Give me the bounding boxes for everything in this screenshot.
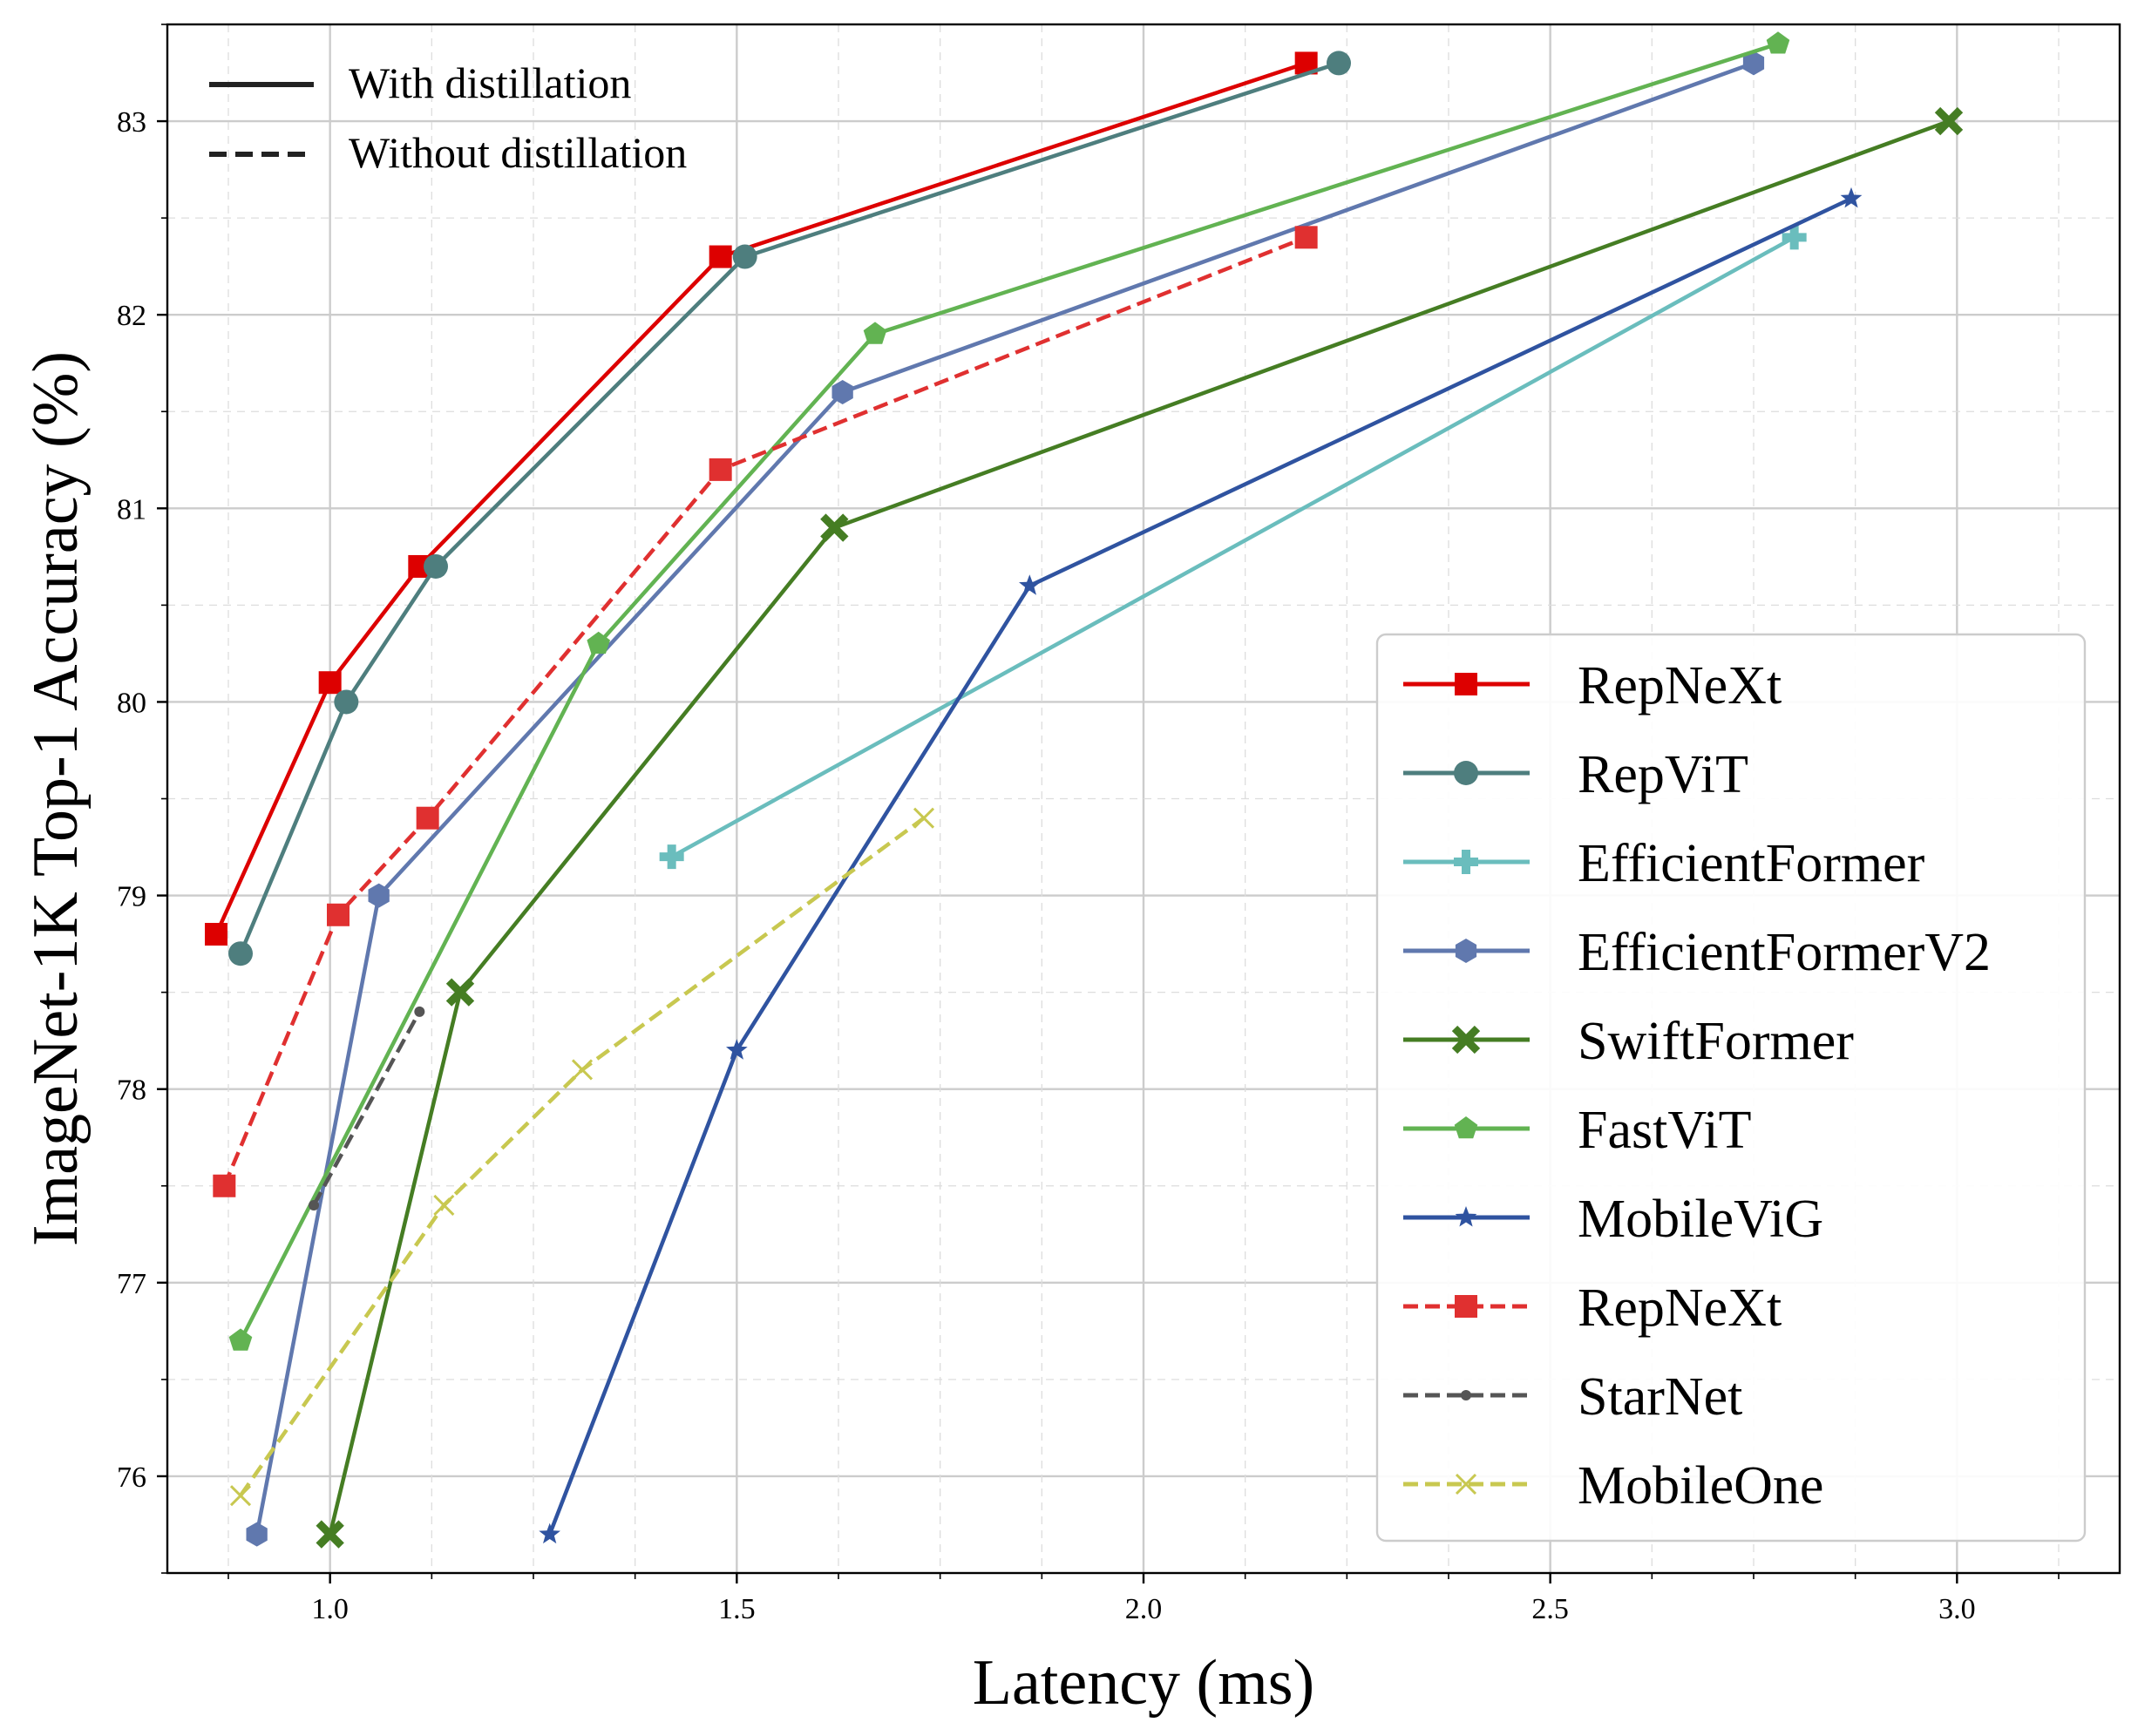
data-point xyxy=(587,631,610,654)
legend-marker xyxy=(1455,939,1477,963)
data-point xyxy=(246,1522,268,1547)
y-tick-label: 79 xyxy=(117,881,146,913)
legend-marker xyxy=(1454,1116,1478,1139)
data-point xyxy=(1742,51,1765,76)
x-tick-label: 3.0 xyxy=(1938,1593,1976,1625)
legend-marker xyxy=(1451,1025,1481,1054)
data-point xyxy=(433,1194,455,1217)
data-point xyxy=(424,553,448,579)
legend-label: RepNeXt xyxy=(1578,656,1782,715)
x-axis-label: Latency (ms) xyxy=(973,1647,1314,1719)
data-point xyxy=(726,1039,748,1060)
data-point xyxy=(368,883,390,908)
y-tick-label: 83 xyxy=(117,106,146,139)
y-tick-label: 78 xyxy=(117,1075,146,1107)
y-tick-label: 76 xyxy=(117,1461,146,1494)
series-repnext-0 xyxy=(205,51,1318,946)
data-point xyxy=(229,1485,252,1507)
data-point xyxy=(205,922,227,946)
x-tick-label: 1.0 xyxy=(311,1593,349,1625)
series-repvit-1 xyxy=(228,51,1351,966)
style-legend-label: Without distillation xyxy=(349,128,687,177)
data-point xyxy=(913,807,935,829)
legend-marker xyxy=(1455,673,1477,695)
data-point xyxy=(445,978,475,1007)
series-line xyxy=(328,119,1950,1536)
data-point xyxy=(213,1174,236,1197)
data-point xyxy=(1294,226,1318,249)
data-point xyxy=(334,689,359,715)
legend-label: SwiftFormer xyxy=(1578,1012,1854,1071)
style-legend-label: With distillation xyxy=(349,58,631,107)
legend-marker xyxy=(1454,850,1478,874)
legend-label: MobileViG xyxy=(1578,1190,1823,1249)
series-starnet-8 xyxy=(309,1006,425,1210)
series-line xyxy=(239,816,926,1497)
y-axis-label: ImageNet-1K Top-1 Accuracy (%) xyxy=(20,351,92,1246)
series-efficientformer-2 xyxy=(659,225,1807,870)
data-point xyxy=(316,1520,344,1549)
data-point xyxy=(709,458,732,481)
legend-marker xyxy=(1455,1206,1477,1227)
legend-label: FastViT xyxy=(1578,1101,1752,1160)
series-line xyxy=(670,235,1795,859)
legend-label: StarNet xyxy=(1578,1367,1742,1427)
data-point xyxy=(309,1199,319,1210)
series-line xyxy=(547,196,1852,1536)
data-point xyxy=(709,245,732,268)
data-point xyxy=(571,1059,594,1081)
data-point xyxy=(1766,31,1790,54)
legend-label: EfficientFormerV2 xyxy=(1578,923,1991,982)
series-mobilevig-6 xyxy=(539,186,1863,1544)
series-fastvit-5 xyxy=(228,31,1790,1351)
data-point xyxy=(659,844,684,870)
data-point xyxy=(1782,225,1807,250)
data-point xyxy=(831,380,853,404)
series-repnext-7 xyxy=(213,226,1318,1197)
x-tick-label: 2.0 xyxy=(1125,1593,1163,1625)
data-point xyxy=(414,1006,425,1017)
series-line xyxy=(238,42,1779,1342)
legend-label: RepNeXt xyxy=(1578,1278,1782,1338)
y-tick-label: 81 xyxy=(117,493,146,526)
data-point xyxy=(416,806,439,830)
x-tick-label: 2.5 xyxy=(1531,1593,1569,1625)
data-point xyxy=(327,903,350,926)
y-tick-label: 77 xyxy=(117,1268,146,1300)
legend-marker xyxy=(1455,1473,1477,1495)
series-legend: RepNeXt RepViT EfficientFormer EfficientFor… xyxy=(1375,633,2087,1543)
data-point xyxy=(1327,51,1351,76)
axes: 1.0 1.5 2.0 2.5 3.0 76 77 78 79 80 81 82 83 xyxy=(117,24,2060,1625)
series-layer xyxy=(205,31,1964,1549)
data-point xyxy=(318,671,342,695)
series-legend-box xyxy=(1375,633,2087,1543)
legend-marker xyxy=(1461,1390,1471,1400)
y-tick-label: 82 xyxy=(117,300,146,332)
legend-marker xyxy=(1455,1295,1477,1318)
legend-label: RepViT xyxy=(1578,745,1748,804)
data-point xyxy=(539,1522,560,1544)
x-tick-label: 1.5 xyxy=(718,1593,756,1625)
style-legend: With distillation Without distillation xyxy=(209,58,687,177)
data-point xyxy=(732,244,757,269)
data-point xyxy=(863,322,887,344)
data-point xyxy=(1934,106,1964,136)
series-swiftformer-4 xyxy=(316,106,1964,1549)
data-point xyxy=(228,1328,253,1351)
legend-label: EfficientFormer xyxy=(1578,834,1925,893)
data-point xyxy=(1019,574,1041,595)
data-point xyxy=(820,513,849,542)
data-point xyxy=(228,941,253,966)
series-line xyxy=(312,1010,422,1207)
legend-label: MobileOne xyxy=(1578,1456,1823,1516)
data-point xyxy=(1840,186,1863,208)
series-mobileone-9 xyxy=(229,807,935,1507)
legend-marker xyxy=(1454,761,1478,785)
y-tick-label: 80 xyxy=(117,687,146,719)
